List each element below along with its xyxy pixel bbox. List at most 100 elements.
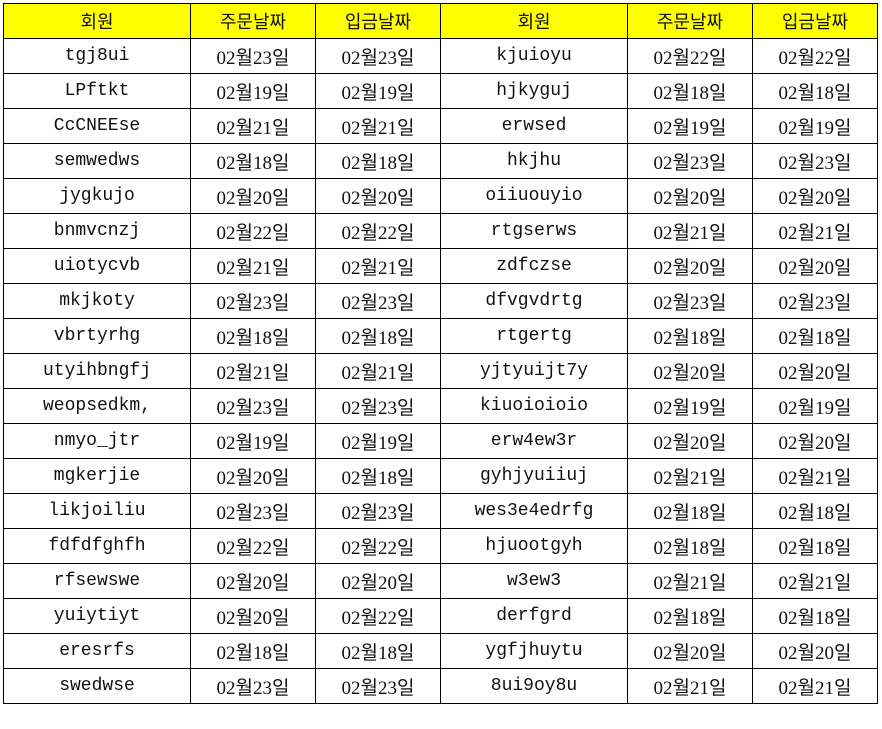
member-cell[interactable]: bnmvcnzj (3, 213, 191, 249)
order-date-cell[interactable]: 02월18일 (190, 633, 316, 669)
order-date-cell[interactable]: 02월20일 (190, 178, 316, 214)
payment-date-cell[interactable]: 02월21일 (315, 353, 441, 389)
payment-date-cell[interactable]: 02월23일 (752, 143, 878, 179)
order-date-cell[interactable]: 02월21일 (190, 248, 316, 284)
order-date-cell[interactable]: 02월20일 (627, 353, 753, 389)
payment-date-cell[interactable]: 02월20일 (752, 423, 878, 459)
member-cell[interactable]: oiiuouyio (440, 178, 628, 214)
payment-date-cell[interactable]: 02월18일 (752, 528, 878, 564)
order-date-cell[interactable]: 02월18일 (627, 598, 753, 634)
member-cell[interactable]: likjoiliu (3, 493, 191, 529)
payment-date-cell[interactable]: 02월23일 (315, 388, 441, 424)
payment-date-cell[interactable]: 02월21일 (315, 108, 441, 144)
member-cell[interactable]: mkjkoty (3, 283, 191, 319)
order-date-cell[interactable]: 02월23일 (190, 668, 316, 704)
order-date-cell[interactable]: 02월19일 (627, 388, 753, 424)
member-cell[interactable]: utyihbngfj (3, 353, 191, 389)
payment-date-cell[interactable]: 02월22일 (315, 598, 441, 634)
member-cell[interactable]: yjtyuijt7y (440, 353, 628, 389)
order-date-cell[interactable]: 02월23일 (190, 38, 316, 74)
member-cell[interactable]: gyhjyuiiuj (440, 458, 628, 494)
payment-date-cell[interactable]: 02월20일 (752, 353, 878, 389)
payment-date-cell[interactable]: 02월23일 (752, 283, 878, 319)
payment-date-cell[interactable]: 02월19일 (315, 423, 441, 459)
order-date-cell[interactable]: 02월23일 (190, 388, 316, 424)
member-cell[interactable]: hjuootgyh (440, 528, 628, 564)
payment-date-cell[interactable]: 02월22일 (315, 213, 441, 249)
payment-date-cell[interactable]: 02월18일 (315, 458, 441, 494)
payment-date-cell[interactable]: 02월20일 (752, 633, 878, 669)
member-cell[interactable]: uiotycvb (3, 248, 191, 284)
order-date-cell[interactable]: 02월18일 (190, 143, 316, 179)
order-date-cell[interactable]: 02월18일 (190, 318, 316, 354)
payment-date-cell[interactable]: 02월21일 (752, 458, 878, 494)
order-date-cell[interactable]: 02월21일 (627, 458, 753, 494)
order-date-cell[interactable]: 02월21일 (627, 668, 753, 704)
payment-date-cell[interactable]: 02월20일 (752, 178, 878, 214)
member-cell[interactable]: 8ui9oy8u (440, 668, 628, 704)
member-cell[interactable]: weopsedkm, (3, 388, 191, 424)
order-date-cell[interactable]: 02월20일 (627, 248, 753, 284)
member-cell[interactable]: rfsewswe (3, 563, 191, 599)
payment-date-cell[interactable]: 02월18일 (315, 318, 441, 354)
member-cell[interactable]: kiuoioioio (440, 388, 628, 424)
order-date-cell[interactable]: 02월22일 (190, 213, 316, 249)
member-cell[interactable]: ygfjhuytu (440, 633, 628, 669)
order-date-cell[interactable]: 02월21일 (190, 108, 316, 144)
payment-date-cell[interactable]: 02월18일 (752, 318, 878, 354)
member-cell[interactable]: nmyo_jtr (3, 423, 191, 459)
member-cell[interactable]: yuiytiyt (3, 598, 191, 634)
order-date-cell[interactable]: 02월22일 (627, 38, 753, 74)
payment-date-cell[interactable]: 02월20일 (752, 248, 878, 284)
order-date-cell[interactable]: 02월20일 (627, 178, 753, 214)
order-date-cell[interactable]: 02월23일 (627, 143, 753, 179)
member-cell[interactable]: mgkerjie (3, 458, 191, 494)
member-cell[interactable]: hkjhu (440, 143, 628, 179)
member-cell[interactable]: hjkyguj (440, 73, 628, 109)
header-payment-date[interactable]: 입금날짜 (752, 3, 878, 39)
member-cell[interactable]: fdfdfghfh (3, 528, 191, 564)
member-cell[interactable]: semwedws (3, 143, 191, 179)
member-cell[interactable]: erw4ew3r (440, 423, 628, 459)
payment-date-cell[interactable]: 02월21일 (315, 248, 441, 284)
payment-date-cell[interactable]: 02월19일 (315, 73, 441, 109)
header-order-date[interactable]: 주문날짜 (190, 3, 316, 39)
member-cell[interactable]: derfgrd (440, 598, 628, 634)
order-date-cell[interactable]: 02월19일 (190, 73, 316, 109)
order-date-cell[interactable]: 02월20일 (190, 563, 316, 599)
member-cell[interactable]: CcCNEEse (3, 108, 191, 144)
order-date-cell[interactable]: 02월18일 (627, 528, 753, 564)
header-payment-date[interactable]: 입금날짜 (315, 3, 441, 39)
payment-date-cell[interactable]: 02월20일 (315, 178, 441, 214)
order-date-cell[interactable]: 02월19일 (190, 423, 316, 459)
member-cell[interactable]: rtgserws (440, 213, 628, 249)
payment-date-cell[interactable]: 02월22일 (315, 528, 441, 564)
order-date-cell[interactable]: 02월23일 (627, 283, 753, 319)
order-date-cell[interactable]: 02월19일 (627, 108, 753, 144)
member-cell[interactable]: vbrtyrhg (3, 318, 191, 354)
payment-date-cell[interactable]: 02월20일 (315, 563, 441, 599)
payment-date-cell[interactable]: 02월18일 (752, 493, 878, 529)
header-member[interactable]: 회원 (440, 3, 628, 39)
order-date-cell[interactable]: 02월18일 (627, 318, 753, 354)
member-cell[interactable]: eresrfs (3, 633, 191, 669)
order-date-cell[interactable]: 02월22일 (190, 528, 316, 564)
payment-date-cell[interactable]: 02월21일 (752, 668, 878, 704)
order-date-cell[interactable]: 02월23일 (190, 493, 316, 529)
payment-date-cell[interactable]: 02월21일 (752, 213, 878, 249)
member-cell[interactable]: dfvgvdrtg (440, 283, 628, 319)
payment-date-cell[interactable]: 02월18일 (315, 143, 441, 179)
order-date-cell[interactable]: 02월21일 (627, 213, 753, 249)
order-date-cell[interactable]: 02월20일 (190, 458, 316, 494)
order-date-cell[interactable]: 02월20일 (190, 598, 316, 634)
member-cell[interactable]: rtgertg (440, 318, 628, 354)
order-date-cell[interactable]: 02월21일 (190, 353, 316, 389)
payment-date-cell[interactable]: 02월23일 (315, 668, 441, 704)
member-cell[interactable]: kjuioyu (440, 38, 628, 74)
member-cell[interactable]: erwsed (440, 108, 628, 144)
member-cell[interactable]: w3ew3 (440, 563, 628, 599)
payment-date-cell[interactable]: 02월18일 (752, 598, 878, 634)
payment-date-cell[interactable]: 02월22일 (752, 38, 878, 74)
header-order-date[interactable]: 주문날짜 (627, 3, 753, 39)
order-date-cell[interactable]: 02월18일 (627, 73, 753, 109)
